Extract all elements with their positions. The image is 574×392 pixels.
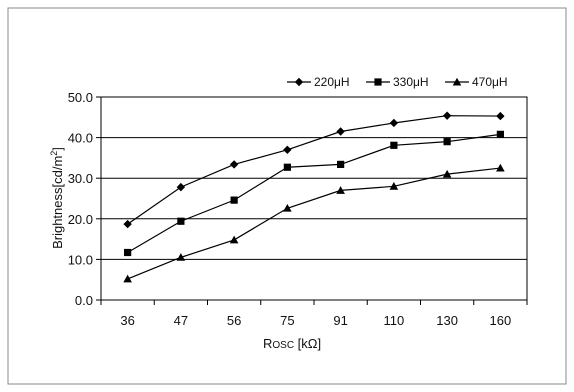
data-point [283,163,291,171]
x-tick-label: 130 [436,313,458,328]
legend: 220μH 330μH 470μH [287,75,508,89]
legend-item: 330μH [366,75,429,89]
x-tick-label: 47 [174,313,188,328]
data-point [176,182,186,192]
y-axis-ticks: 0.0 10.0 20.0 30.0 40.0 50.0 [68,90,101,308]
data-point [336,127,345,136]
legend-marker [452,77,462,86]
y-tick-label: 40.0 [68,131,93,146]
legend-item: 470μH [445,75,508,89]
x-axis-label: ROSC [kΩ] [263,336,321,351]
data-point [229,160,239,169]
y-tick-label: 0.0 [75,293,93,308]
data-point [229,235,239,244]
data-point [442,169,452,178]
data-point [176,253,186,261]
legend-label: 220μH [314,75,350,89]
legend-label: 330μH [393,75,429,89]
legend-item: 220μH [287,75,350,89]
y-tick-label: 30.0 [68,171,93,186]
data-point [496,163,505,172]
series-line [127,133,501,254]
series-diamond [123,111,505,229]
data-point [389,182,399,190]
x-tick-label: 56 [227,313,241,328]
x-tick-label: 36 [120,313,134,328]
series-line [127,167,501,280]
x-tick-label: 160 [490,313,512,328]
data-point [230,196,238,204]
legend-marker [294,77,304,87]
data-point [283,203,292,212]
data-point [124,248,132,257]
data-point [123,274,132,283]
gridlines [101,137,527,260]
y-axis-label: Brightness[cd/m2] [49,147,65,249]
data-point [337,160,345,168]
data-point [496,130,504,138]
x-tick-label: 91 [333,313,347,328]
data-point [390,141,398,149]
series-line [127,115,501,225]
data-point [389,118,399,128]
data-point [283,145,292,154]
y-tick-label: 50.0 [68,90,93,105]
data-point [443,138,451,146]
x-tick-label: 75 [280,313,294,328]
data-point [336,186,345,194]
legend-marker [374,78,382,86]
data-point [177,217,185,225]
data-point [496,111,505,121]
x-axis-ticks: 36 47 56 75 91 110 130 160 [100,300,528,328]
data-point [123,219,132,229]
series-triangle [123,163,505,283]
x-tick-label: 110 [384,313,405,328]
y-tick-label: 20.0 [68,212,93,227]
series-square [124,130,504,257]
data-point [442,111,452,120]
legend-label: 470μH [472,75,508,89]
y-tick-label: 10.0 [68,252,93,267]
series-layer [123,111,505,283]
